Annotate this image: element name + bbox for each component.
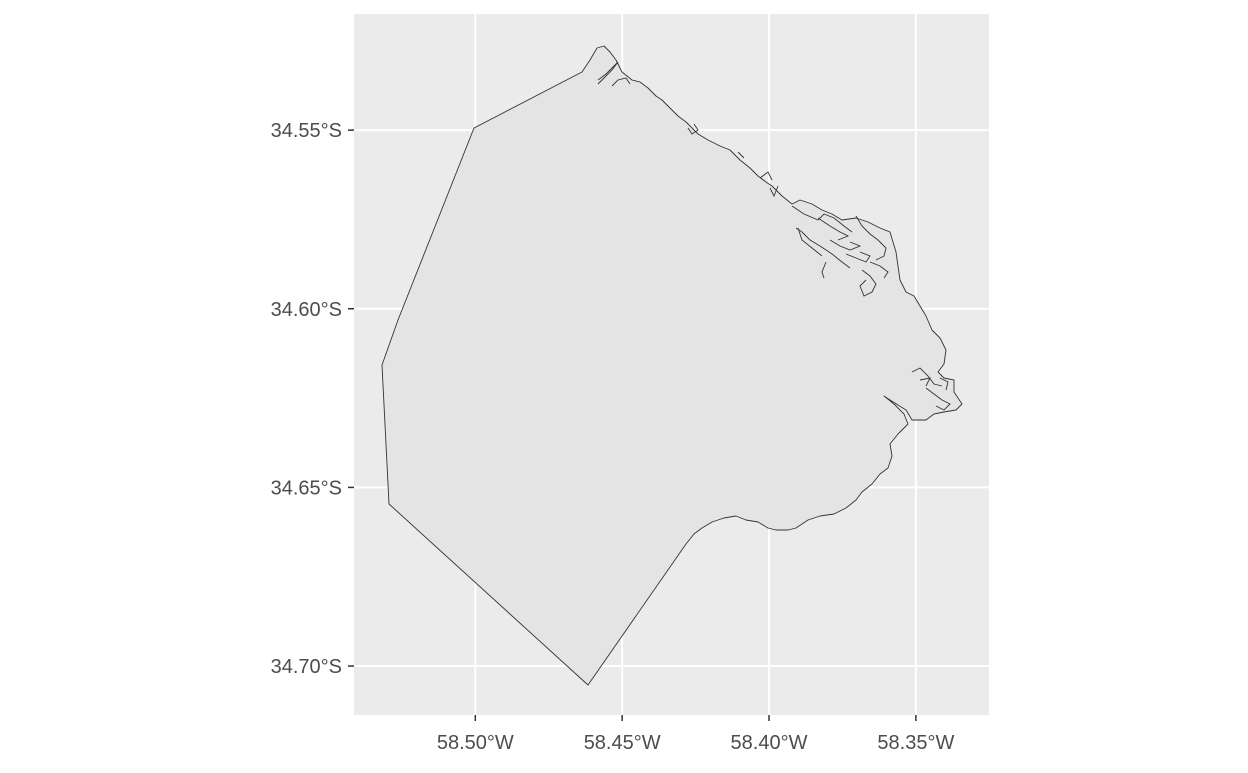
- port-coastline-details: [597, 61, 951, 411]
- y-tick-label: 34.70°S: [271, 656, 342, 678]
- y-axis: 34.55°S 34.60°S 34.65°S 34.70°S: [271, 120, 354, 678]
- x-tick-label: 58.45°W: [584, 732, 661, 754]
- y-tick-label: 34.55°S: [271, 120, 342, 142]
- x-tick-label: 58.40°W: [731, 732, 808, 754]
- x-tick-label: 58.50°W: [437, 732, 514, 754]
- y-tick-label: 34.65°S: [271, 477, 342, 499]
- x-axis: 58.50°W 58.45°W 58.40°W 58.35°W: [437, 715, 954, 754]
- city-boundary-polygon: [381, 45, 963, 686]
- y-tick-label: 34.60°S: [271, 299, 342, 321]
- x-tick-label: 58.35°W: [877, 732, 954, 754]
